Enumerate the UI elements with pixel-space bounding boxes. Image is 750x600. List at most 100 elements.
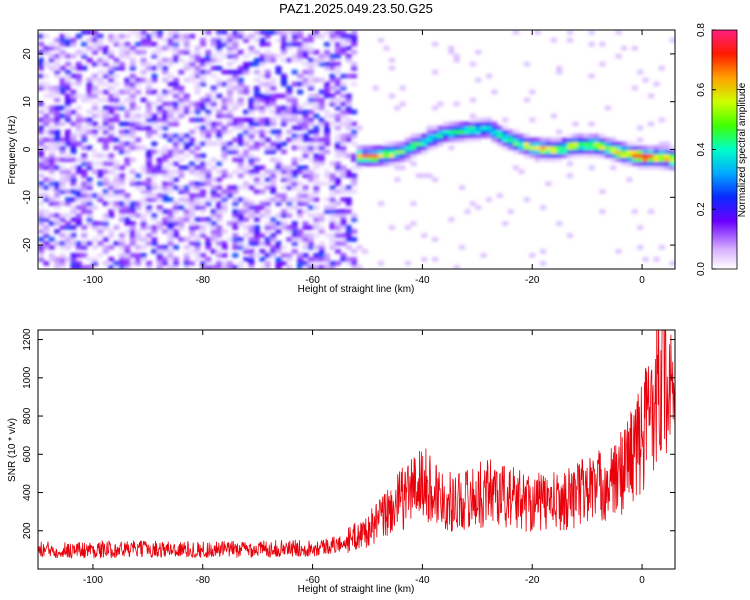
spectrogram-cell: [664, 153, 671, 159]
spectrogram-cell: [340, 197, 347, 202]
spectrogram-cell: [226, 101, 233, 107]
spectrogram-cell: [129, 93, 136, 99]
spectrogram-cell: [340, 45, 347, 51]
spectrogram-cell: [172, 57, 179, 63]
spectrogram-cell: [286, 237, 293, 242]
spectrogram-cell: [340, 153, 347, 159]
spectrogram-cell: [540, 249, 547, 254]
spectrogram-cell: [38, 81, 44, 87]
spectrogram-cell: [270, 129, 277, 135]
spectrogram-cell: [556, 157, 563, 163]
spectrogram-cell: [345, 237, 352, 242]
spectrogram-cell: [140, 237, 147, 242]
spectrogram-cell: [43, 105, 50, 111]
spectrogram-cell: [469, 201, 476, 206]
spectrogram-cell: [124, 133, 131, 139]
spectrogram-cell: [334, 161, 341, 167]
spectrogram-cell: [75, 197, 82, 202]
spectrogram-cell: [361, 249, 368, 254]
spectrogram-cell: [38, 161, 44, 167]
spectrogram-cell: [588, 165, 595, 171]
spectrogram-cell: [334, 69, 341, 75]
spectrogram-cell: [351, 213, 358, 218]
spectrogram-cell: [221, 101, 228, 107]
spectrogram-cell: [64, 101, 71, 107]
spectrogram-xlabel: Height of straight line (km): [298, 284, 415, 295]
spectrogram-cell: [172, 177, 179, 182]
spectrogram-cell: [237, 69, 244, 75]
spectrogram-cell: [577, 153, 584, 159]
spectrogram-cell: [237, 33, 244, 39]
spectrogram-cell: [653, 81, 660, 87]
spectrogram-cell: [156, 97, 163, 103]
spectrogram-cell: [291, 41, 298, 47]
spectrogram-cell: [86, 77, 93, 83]
spectrogram-cell: [113, 101, 120, 107]
spectrogram-cell: [264, 117, 271, 123]
spectrogram-cell: [669, 37, 675, 43]
spectrogram-cell: [124, 229, 131, 234]
spectrogram-cell: [426, 145, 433, 151]
spectrogram-cell: [172, 153, 179, 159]
spectrogram-cell: [102, 201, 109, 206]
spectrogram-cell: [291, 69, 298, 75]
spectrogram-cell: [172, 45, 179, 51]
spectrogram-cell: [59, 185, 66, 190]
spectrogram-cell: [216, 57, 223, 63]
spectrogram-cell: [610, 153, 617, 159]
spectrogram-cell: [291, 241, 298, 246]
spectrogram-cell: [437, 141, 444, 147]
spectrogram-cell: [351, 37, 358, 43]
spectrogram-cell: [156, 197, 163, 202]
spectrogram-cell: [118, 149, 125, 155]
spectrogram-cell: [91, 257, 98, 262]
spectrogram-cell: [588, 153, 595, 159]
spectrogram-cell: [91, 45, 98, 51]
spectrogram-cell: [286, 185, 293, 190]
spectrogram-cell: [129, 261, 136, 266]
spectrogram-cell: [334, 141, 341, 147]
spectrogram-cell: [129, 113, 136, 119]
spectrogram-cell: [156, 133, 163, 139]
spectrogram-cell: [162, 189, 169, 194]
spectrogram-cell: [561, 141, 568, 147]
spectrogram-cell: [448, 129, 455, 135]
spectrogram-cell: [167, 161, 174, 167]
spectrogram-cell: [297, 169, 304, 174]
spectrogram-cell: [307, 245, 314, 250]
spectrogram-cell: [297, 89, 304, 95]
spectrogram-cell: [216, 169, 223, 174]
spectrogram-cell: [210, 185, 217, 190]
spectrogram-cell: [135, 137, 142, 143]
spectrogram-cell: [226, 129, 233, 135]
spectrogram-cell: [70, 181, 77, 186]
spectrogram-cell: [648, 93, 655, 99]
spectrogram-cell: [286, 109, 293, 115]
spectrogram-cell: [334, 229, 341, 234]
spectrogram-cell: [415, 133, 422, 139]
spectrogram-cell: [329, 101, 336, 107]
spectrogram-cell: [318, 89, 325, 95]
spectrogram-cell: [329, 185, 336, 190]
spectrogram-cell: [97, 173, 104, 178]
spectrogram-cell: [307, 257, 314, 262]
spectrogram-cell: [156, 225, 163, 230]
spectrogram-cell: [275, 197, 282, 202]
spectrogram-cell: [340, 37, 347, 43]
spectrogram-cell: [307, 85, 314, 91]
spectrogram-cell: [118, 193, 125, 198]
spectrogram-cell: [216, 109, 223, 115]
spectrogram-cell: [124, 97, 131, 103]
spectrogram-cell: [313, 221, 320, 226]
spectrogram-cell: [529, 145, 536, 151]
spectrogram-cell: [38, 201, 44, 206]
spectrogram-cell: [496, 125, 503, 131]
spectrogram-cell: [64, 201, 71, 206]
spectrogram-cell: [162, 93, 169, 99]
spectrogram-cell: [248, 241, 255, 246]
spectrogram-cell: [54, 73, 61, 79]
spectrogram-cell: [615, 149, 622, 155]
spectrogram-cell: [453, 53, 460, 59]
spectrogram-cell: [113, 117, 120, 123]
